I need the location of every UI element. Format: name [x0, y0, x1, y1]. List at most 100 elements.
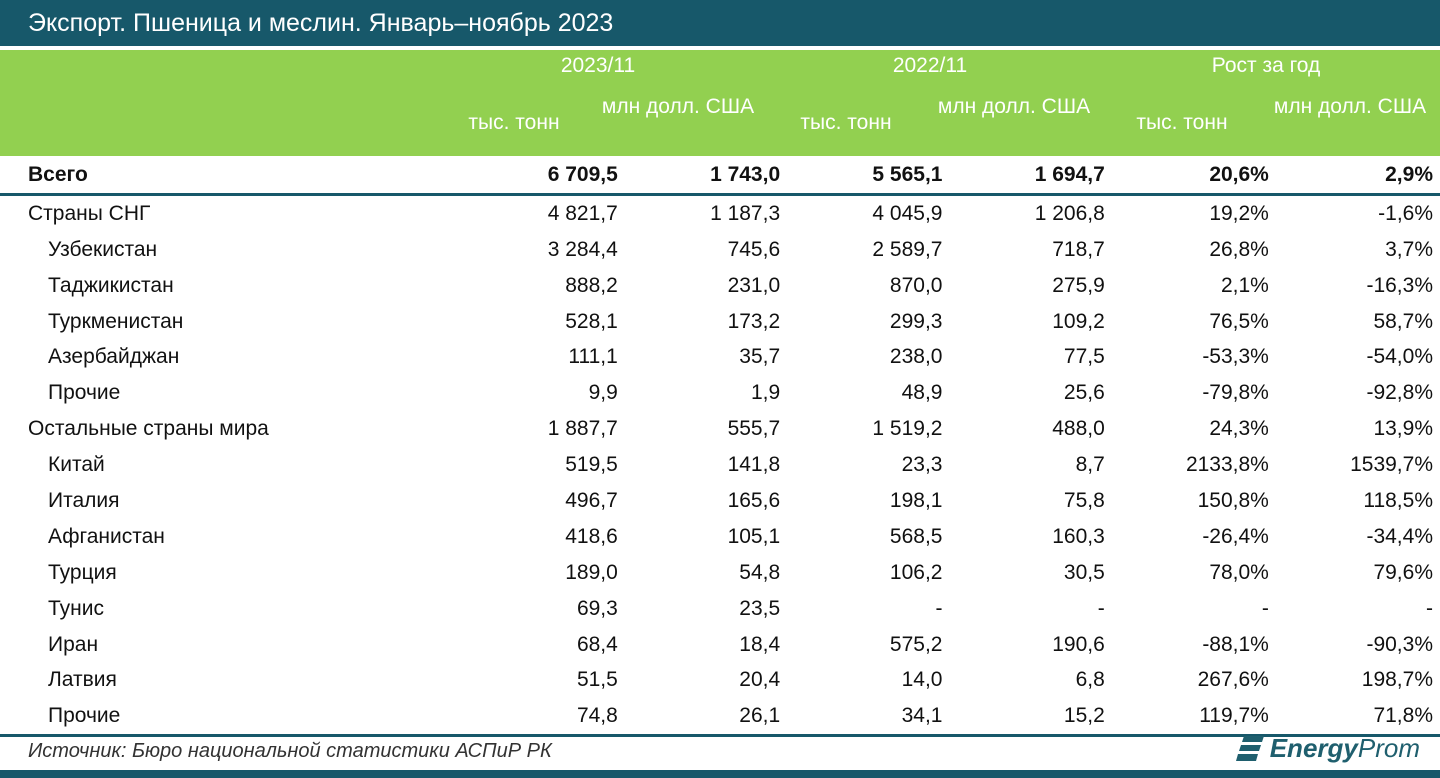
cell-value: 20,4	[739, 668, 781, 692]
row-label: Прочие	[48, 381, 121, 405]
table-row: Таджикистан 888,2 231,0 870,0 275,9 2,1% -16,3…	[0, 268, 1440, 304]
table-row: Италия 496,7 165,6 198,1 75,8 150,8% 118,5%	[0, 483, 1440, 519]
bottom-bar	[0, 770, 1440, 778]
cell-value: 2,9%	[1268, 157, 1440, 196]
cell-value: 238,0	[889, 345, 943, 369]
row-label: Остальные страны мира	[28, 417, 269, 441]
logo-icon	[1235, 735, 1264, 761]
table-row: Иран 68,4 18,4 575,2 190,6 -88,1% -90,3%	[0, 627, 1440, 663]
cell-value: 1 187,3	[710, 201, 781, 225]
cell-value: 870,0	[889, 273, 943, 297]
cell-value: 3,7%	[1385, 237, 1433, 261]
cell-value: 1 206,8	[1034, 201, 1105, 225]
cell-value: 26,1	[617, 698, 781, 738]
row-label: Афганистан	[48, 524, 165, 548]
cell-value: 198,1	[889, 488, 943, 512]
cell-value: 68,4	[576, 632, 618, 656]
table-row: Узбекистан 3 284,4 745,6 2 589,7 718,7 26,8% 3…	[0, 232, 1440, 268]
cell-value: 4 821,7	[547, 201, 618, 225]
row-label: Латвия	[48, 668, 117, 692]
cell-value: -90,3%	[1366, 632, 1433, 656]
table-title: Экспорт. Пшеница и меслин. Январь–ноябрь…	[0, 0, 1440, 46]
cell-value: 488,0	[1052, 417, 1105, 441]
row-label: Азербайджан	[48, 345, 180, 369]
cell-value: 77,5	[1063, 345, 1105, 369]
cell-value: 3 284,4	[547, 237, 618, 261]
cell-value: -79,8%	[1202, 381, 1269, 405]
cell-value: -1,6%	[1378, 201, 1433, 225]
cell-value: 118,5%	[1363, 488, 1433, 512]
cell-value: 74,8	[461, 698, 618, 738]
cell-value: 496,7	[565, 488, 618, 512]
row-label: Узбекистан	[48, 237, 158, 261]
cell-value: -16,3%	[1366, 273, 1433, 297]
cell-value: 189,0	[565, 560, 618, 584]
row-label: Страны СНГ	[28, 201, 151, 225]
header-unit: тыс. тонн	[800, 111, 892, 134]
cell-value: 71,8%	[1268, 698, 1440, 738]
cell-value: 69,3	[576, 596, 618, 620]
cell-value: 23,5	[739, 596, 781, 620]
cell-value: -34,4%	[1366, 524, 1433, 548]
table-row: Прочие 9,9 1,9 48,9 25,6 -79,8% -92,8%	[0, 375, 1440, 411]
cell-value: -	[935, 596, 943, 620]
cell-value: 198,7%	[1361, 668, 1433, 692]
cell-value: 555,7	[727, 417, 781, 441]
table-row: Остальные страны мира 1 887,7 555,7 1 519,2…	[0, 411, 1440, 447]
cell-value: -54,0%	[1366, 345, 1433, 369]
cell-value: 4 045,9	[872, 201, 943, 225]
cell-value: 75,8	[1063, 488, 1105, 512]
table-row: Туркменистан 528,1 173,2 299,3 109,2 76,5% 58,…	[0, 304, 1440, 340]
table-row: Страны СНГ 4 821,7 1 187,3 4 045,9 1 206,8 19…	[0, 194, 1440, 231]
cell-value: 173,2	[727, 309, 781, 333]
cell-value: 20,6%	[1104, 157, 1269, 196]
logo-text: Energy	[1269, 733, 1358, 763]
table-row: Китай 519,5 141,8 23,3 8,7 2133,8% 1539,7%	[0, 447, 1440, 483]
cell-value: 34,1	[780, 698, 943, 738]
cell-value: 275,9	[1052, 273, 1105, 297]
cell-value: 165,6	[727, 488, 781, 512]
cell-value: 528,1	[565, 309, 618, 333]
row-label: Турция	[48, 560, 117, 584]
energyprom-logo: EnergyProm	[1235, 733, 1420, 764]
table-row: Турция 189,0 54,8 106,2 30,5 78,0% 79,6%	[0, 555, 1440, 591]
cell-value: 76,5%	[1209, 309, 1269, 333]
row-label: Таджикистан	[48, 273, 174, 297]
row-label: Тунис	[48, 596, 104, 620]
header-unit: тыс. тонн	[1136, 111, 1228, 134]
row-label: Иран	[48, 632, 99, 656]
header-unit: млн долл. США	[1273, 95, 1427, 118]
cell-value: 718,7	[1052, 237, 1105, 261]
cell-value: 79,6%	[1373, 560, 1433, 584]
row-label: Прочие	[0, 698, 462, 738]
row-label: Китай	[48, 453, 105, 477]
cell-value: 418,6	[565, 524, 618, 548]
cell-value: -88,1%	[1202, 632, 1269, 656]
cell-value: 78,0%	[1209, 560, 1269, 584]
cell-value: 6 709,5	[461, 157, 618, 196]
cell-value: -	[1426, 596, 1433, 620]
cell-value: 1 694,7	[942, 157, 1105, 196]
cell-value: 1539,7%	[1350, 453, 1433, 477]
table-row: Азербайджан 111,1 35,7 238,0 77,5 -53,3% -54,0…	[0, 339, 1440, 375]
logo-text: Prom	[1357, 733, 1420, 763]
table-row: Афганистан 418,6 105,1 568,5 160,3 -26,4% -34,…	[0, 519, 1440, 555]
cell-value: 1 519,2	[872, 417, 943, 441]
cell-value: 1 887,7	[547, 417, 618, 441]
row-label: Италия	[48, 488, 120, 512]
cell-value: 119,7%	[1104, 698, 1269, 738]
header-unit: млн долл. США	[601, 95, 755, 118]
cell-value: 267,6%	[1197, 668, 1269, 692]
cell-value: -	[1261, 596, 1269, 620]
table-row: Тунис 69,3 23,5 - - - -	[0, 591, 1440, 627]
cell-value: 5 565,1	[780, 157, 943, 196]
cell-value: 14,0	[901, 668, 943, 692]
cell-value: 8,7	[1075, 453, 1105, 477]
cell-value: -53,3%	[1202, 345, 1269, 369]
cell-value: -92,8%	[1366, 381, 1433, 405]
cell-value: 51,5	[576, 668, 618, 692]
cell-value: 6,8	[1075, 668, 1105, 692]
cell-value: 190,6	[1052, 632, 1105, 656]
cell-value: 25,6	[1063, 381, 1105, 405]
cell-value: 745,6	[727, 237, 781, 261]
